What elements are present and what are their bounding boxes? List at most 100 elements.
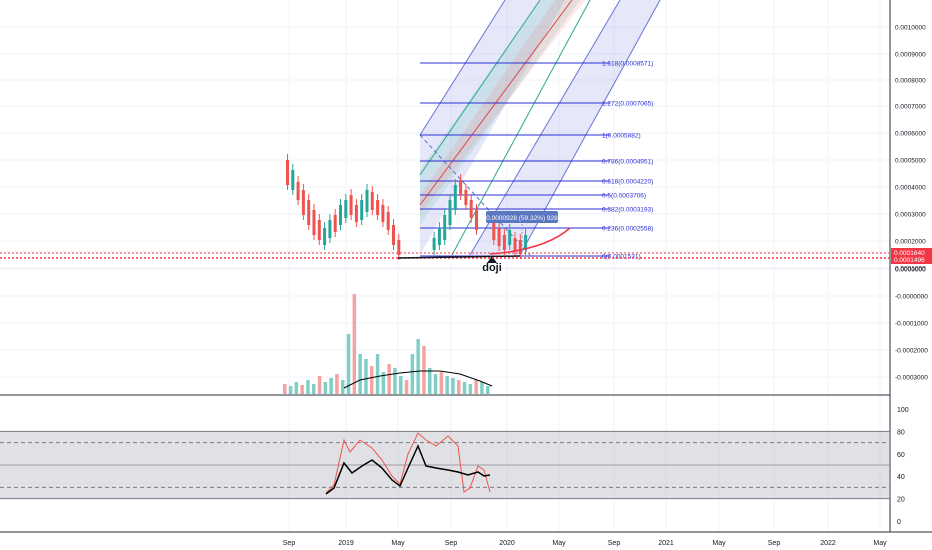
volume-bar bbox=[312, 384, 316, 394]
volume-bar bbox=[457, 380, 461, 394]
price-tick-label: -0.0003000 bbox=[895, 375, 928, 382]
candle-body bbox=[459, 180, 463, 195]
candle-body bbox=[524, 235, 528, 250]
volume-bar bbox=[422, 346, 426, 394]
volume-bar bbox=[341, 380, 345, 394]
price-tick-label: 0.0010000 bbox=[895, 25, 926, 32]
price-tick-label: 0.0004000 bbox=[895, 185, 926, 192]
oscillator-tick-label: 80 bbox=[897, 429, 905, 436]
volume-ma-line bbox=[343, 370, 493, 389]
price-tick-label: -0.0000000 bbox=[895, 294, 928, 301]
volume-bar bbox=[468, 384, 473, 394]
channel-line bbox=[419, 0, 506, 136]
candle-body bbox=[307, 200, 311, 225]
price-marker bbox=[891, 248, 932, 257]
fib-level-label: 0.5(0.0003706) bbox=[602, 193, 646, 200]
candle-body bbox=[381, 205, 385, 222]
volume-bar bbox=[352, 294, 357, 394]
oscillator-tick-label: 100 bbox=[897, 407, 909, 414]
time-tick-label: 2022 bbox=[820, 540, 836, 547]
time-axis[interactable]: Sep 2019 May Sep 2020 May Sep 2021 May Sep 2022 May bbox=[283, 540, 887, 547]
candle-body bbox=[397, 240, 401, 255]
candle-body bbox=[392, 225, 395, 245]
candle-body bbox=[513, 238, 517, 252]
candle-body bbox=[492, 220, 496, 240]
candle-body bbox=[344, 200, 348, 218]
volume-bar bbox=[410, 354, 415, 394]
fib-level-label: 0.382(0.0003193) bbox=[602, 207, 653, 214]
time-tick-label: Sep bbox=[608, 540, 621, 547]
time-tick-label: May bbox=[552, 540, 566, 547]
price-marker-label: 0.0001496 bbox=[894, 257, 925, 264]
volume-bar bbox=[358, 354, 362, 394]
volume-bar bbox=[462, 382, 467, 394]
price-tick-label: 0.0008000 bbox=[895, 78, 926, 85]
fib-level-label: 0.618(0.0004220) bbox=[602, 179, 653, 186]
candle-body bbox=[360, 200, 364, 220]
fib-level-label: 0(0.0001531) bbox=[602, 254, 641, 261]
price-marker-label: 0.0001640 bbox=[894, 250, 925, 257]
volume-bar bbox=[387, 364, 391, 394]
price-axis[interactable]: 0.0010000 0.0009000 0.0008000 0.0007000 0.00… bbox=[891, 25, 932, 527]
candle-body bbox=[339, 205, 342, 225]
price-marker bbox=[891, 255, 932, 264]
volume-bar bbox=[364, 359, 368, 394]
volume-bar bbox=[451, 378, 455, 394]
volume-bar bbox=[370, 366, 374, 394]
price-tick-label: 0.0001000 bbox=[895, 266, 926, 273]
volume-bar bbox=[399, 376, 403, 394]
candle-body bbox=[432, 238, 436, 250]
oscillator-tick-label: 60 bbox=[897, 452, 905, 459]
volume-bar bbox=[375, 354, 380, 394]
candle-body bbox=[518, 240, 522, 254]
time-tick-label: 2021 bbox=[658, 540, 674, 547]
price-candles bbox=[0, 154, 890, 263]
volume-bar bbox=[393, 368, 397, 394]
fib-level-label: 1.272(0.0007065) bbox=[602, 101, 653, 108]
candle-body bbox=[386, 212, 390, 230]
candle-body bbox=[301, 190, 305, 215]
candle-body bbox=[286, 160, 289, 185]
trend-line bbox=[397, 255, 521, 259]
volume-bar bbox=[381, 372, 386, 394]
volume-bar bbox=[306, 380, 310, 394]
candle-body bbox=[508, 230, 512, 245]
median-line bbox=[419, 134, 531, 256]
candle-body bbox=[365, 190, 369, 212]
measure-box bbox=[486, 211, 558, 223]
candle-body bbox=[317, 220, 321, 240]
doji-arrow bbox=[487, 256, 497, 263]
volume-bar bbox=[329, 378, 333, 394]
price-tick-label: 0.0005000 bbox=[895, 158, 926, 165]
volume-bars bbox=[283, 294, 493, 394]
channel-line bbox=[419, 0, 541, 176]
volume-bar bbox=[335, 374, 339, 394]
measure-label: 0.0000928 (59.32%) 928 bbox=[486, 215, 558, 222]
time-tick-label: May bbox=[712, 540, 726, 547]
candle-body bbox=[443, 215, 447, 240]
time-tick-label: 2019 bbox=[338, 540, 354, 547]
candle-body bbox=[354, 205, 358, 222]
candle-body bbox=[349, 195, 353, 215]
candle-body bbox=[464, 190, 468, 205]
candle-body bbox=[448, 200, 452, 225]
annotations: doji 0.0000928 (59.32%) 928 bbox=[482, 211, 558, 274]
candle-body bbox=[370, 192, 374, 210]
candle-body bbox=[437, 228, 441, 245]
candle-body bbox=[323, 228, 327, 245]
candle-body bbox=[469, 200, 473, 218]
time-tick-label: 2020 bbox=[499, 540, 515, 547]
volume-bar bbox=[428, 368, 432, 394]
grid bbox=[0, 0, 932, 533]
price-tick-label: 0.0007000 bbox=[895, 104, 926, 111]
price-tick-label: -0.0001000 bbox=[895, 321, 928, 328]
volume-bar bbox=[294, 382, 299, 394]
fib-extension: 1.618(0.0008571) 1.272(0.0007065) 1(0.0005… bbox=[420, 61, 653, 261]
volume-bar bbox=[283, 384, 287, 394]
volume-bar bbox=[439, 372, 444, 394]
time-tick-label: May bbox=[873, 540, 887, 547]
fib-level-label: 0.786(0.0004951) bbox=[602, 159, 653, 166]
candle-body bbox=[497, 228, 501, 246]
volume-bar bbox=[346, 334, 351, 394]
